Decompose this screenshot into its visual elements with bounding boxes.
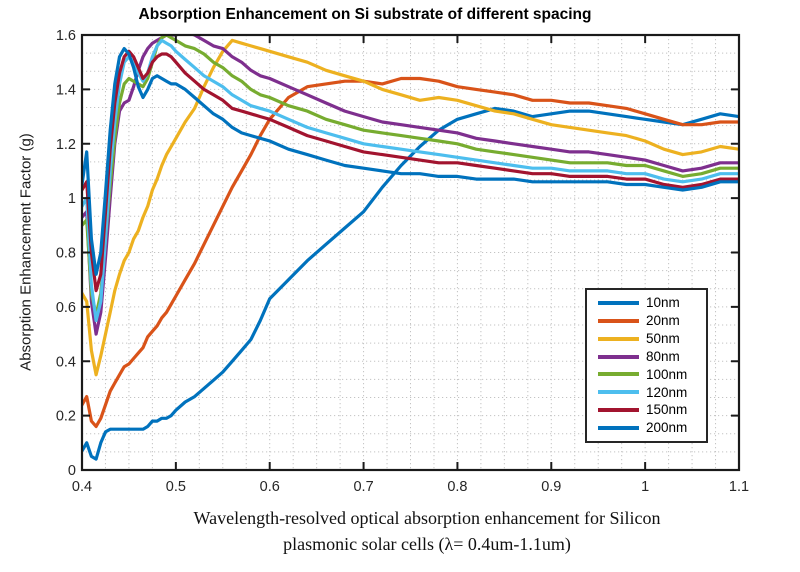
legend-item-80nm: 80nm — [598, 349, 706, 365]
legend-line-sample — [598, 300, 639, 305]
y-tick-label: 1.2 — [56, 137, 76, 153]
legend-line-sample — [598, 372, 639, 377]
series-line-120nm — [82, 38, 739, 323]
legend-item-150nm: 150nm — [598, 402, 706, 418]
y-tick-label: 1 — [68, 191, 76, 207]
y-tick-label: 0.8 — [56, 246, 76, 262]
y-tick-label: 0.2 — [56, 409, 76, 425]
legend-label: 100nm — [646, 366, 688, 382]
series-line-150nm — [82, 49, 739, 293]
legend-item-50nm: 50nm — [598, 331, 706, 347]
x-tick-label: 0.6 — [260, 479, 280, 495]
legend-line-sample — [598, 318, 639, 323]
x-tick-label: 0.5 — [166, 479, 186, 495]
chart-title: Absorption Enhancement on Si substrate o… — [138, 6, 592, 23]
series-line-20nm — [82, 76, 739, 429]
y-tick-label: 0.6 — [56, 300, 76, 316]
series-line-100nm — [82, 34, 739, 317]
series-line-10nm — [82, 106, 739, 461]
legend-line-sample — [598, 426, 639, 431]
legend-label: 50nm — [646, 330, 680, 346]
legend-item-200nm: 200nm — [598, 420, 706, 436]
caption-line-2: plasmonic solar cells (λ= 0.4um-1.1um) — [283, 534, 571, 554]
series-line-50nm — [82, 38, 739, 377]
series-line-200nm — [82, 46, 739, 276]
legend-label: 120nm — [646, 384, 688, 400]
y-tick-label: 0.4 — [56, 354, 76, 370]
x-tick-label: 1 — [641, 479, 649, 495]
caption-line-1: Wavelength-resolved optical absorption e… — [193, 508, 661, 528]
legend-label: 150nm — [646, 402, 688, 418]
legend-label: 20nm — [646, 313, 680, 329]
legend-label: 80nm — [646, 348, 680, 364]
caption: Wavelength-resolved optical absorption e… — [82, 505, 772, 557]
series-line-80nm — [82, 34, 739, 336]
legend-item-20nm: 20nm — [598, 313, 706, 329]
legend-item-120nm: 120nm — [598, 384, 706, 400]
legend-line-sample — [598, 354, 639, 359]
x-tick-label: 0.4 — [72, 479, 92, 495]
legend-label: 10nm — [646, 295, 680, 311]
legend-item-100nm: 100nm — [598, 366, 706, 382]
x-tick-label: 0.7 — [353, 479, 373, 495]
x-tick-label: 1.1 — [729, 479, 749, 495]
y-tick-label: 0 — [68, 463, 76, 479]
legend-item-10nm: 10nm — [598, 295, 706, 311]
legend-line-sample — [598, 390, 639, 395]
legend-label: 200nm — [646, 420, 688, 436]
legend-line-sample — [598, 408, 639, 413]
y-tick-label: 1.6 — [56, 28, 76, 44]
y-tick-label: 1.4 — [56, 82, 76, 98]
y-axis-label: Absorption Enhancement Factor (g) — [17, 133, 35, 371]
legend: 10nm 20nm 50nm 80nm 100nm 120nm 150nm 200nm — [585, 288, 708, 443]
legend-line-sample — [598, 336, 639, 341]
x-tick-label: 0.8 — [447, 479, 467, 495]
x-tick-label: 0.9 — [541, 479, 561, 495]
